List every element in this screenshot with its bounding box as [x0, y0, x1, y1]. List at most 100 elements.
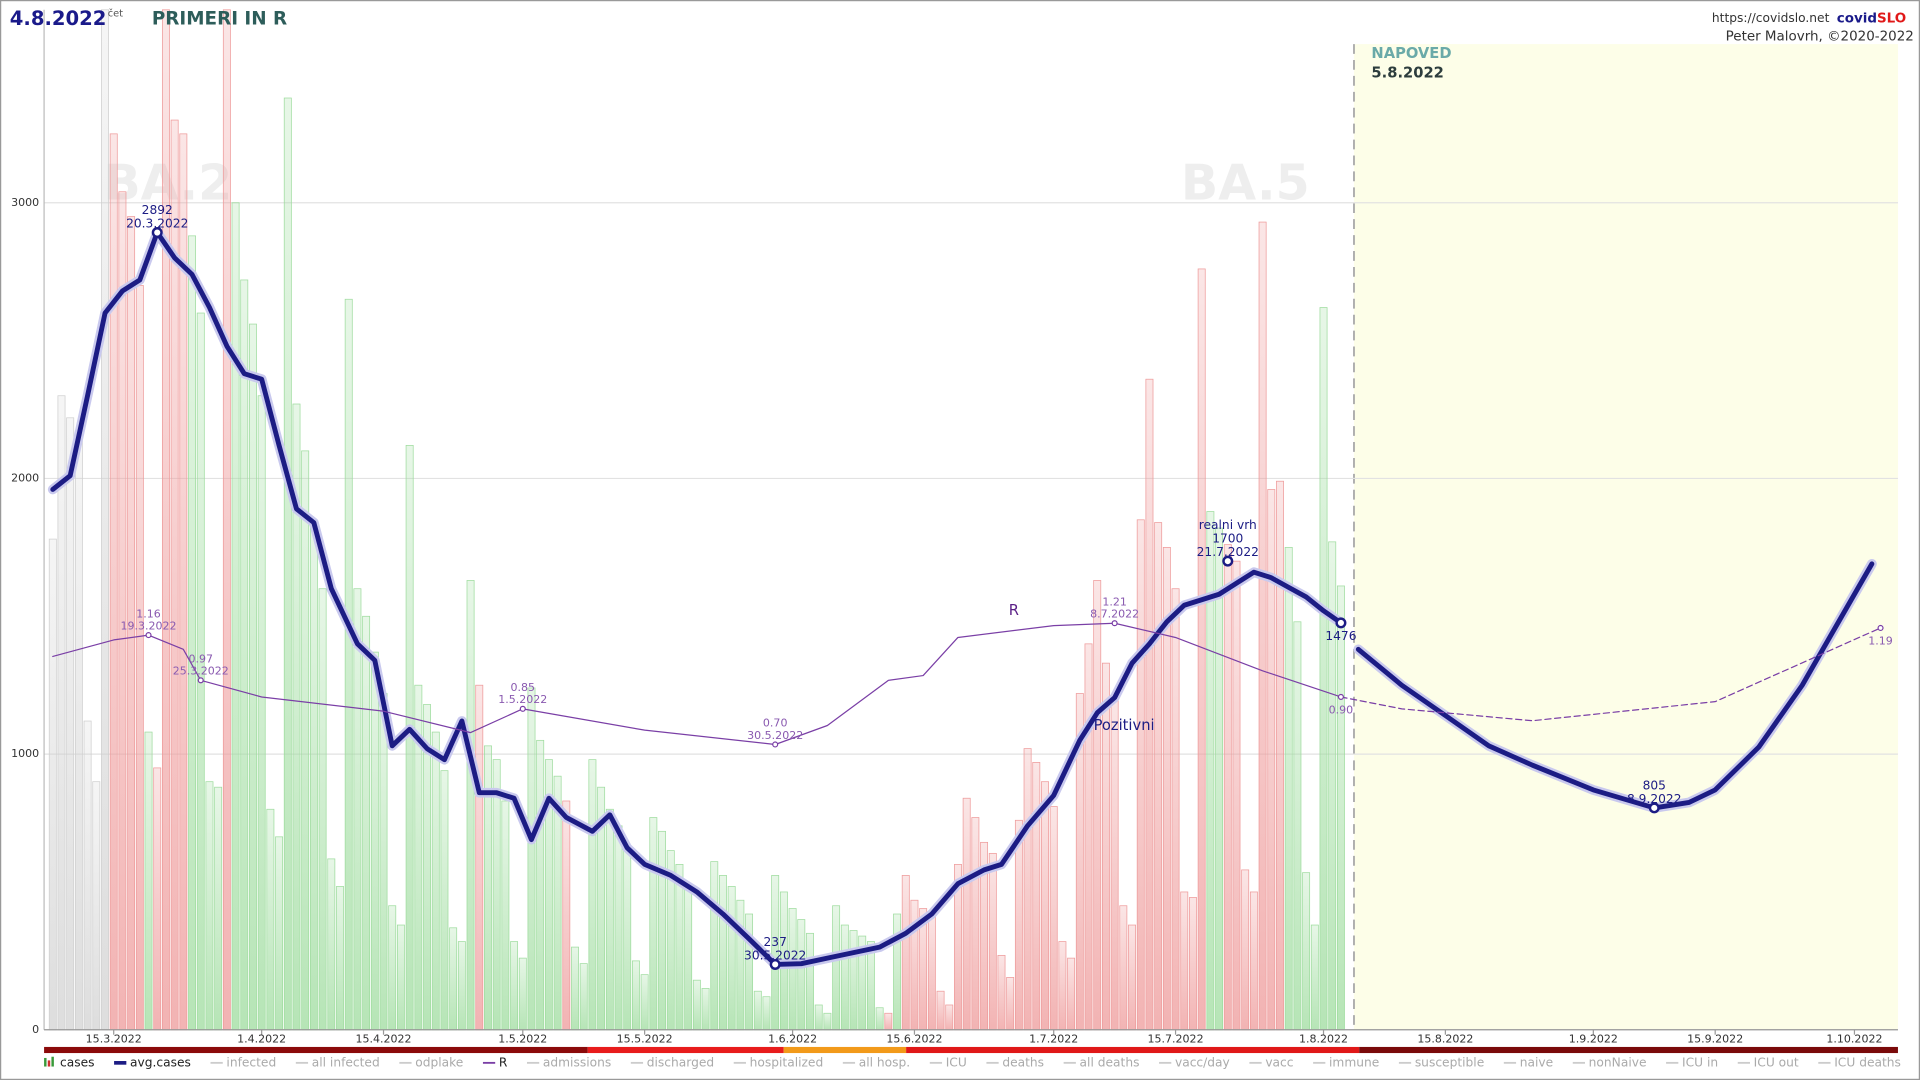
legend-item[interactable]: vacc: [1249, 1055, 1294, 1069]
bar: [571, 946, 579, 1031]
bar: [135, 285, 144, 1031]
bar: [1197, 268, 1206, 1031]
x-tick-label: 1.9.2022: [1569, 1033, 1618, 1046]
bar: [631, 960, 640, 1031]
legend-label[interactable]: deaths: [1002, 1055, 1044, 1069]
bar: [1276, 480, 1284, 1031]
legend-label[interactable]: ICU deaths: [1834, 1055, 1901, 1069]
bar: [161, 9, 170, 1031]
risk-segment: [587, 1046, 784, 1054]
bar: [1154, 522, 1163, 1031]
legend-item[interactable]: susceptible: [1398, 1055, 1484, 1069]
bar: [144, 731, 153, 1031]
legend-label[interactable]: admissions: [543, 1055, 611, 1069]
annotation-label: 1476: [1325, 629, 1356, 643]
bar: [188, 235, 196, 1031]
bar: [379, 693, 388, 1031]
legend-label[interactable]: all deaths: [1080, 1055, 1140, 1069]
author: Peter Malovrh, ©2020-2022: [1726, 30, 1914, 45]
legend-item[interactable]: ICU: [929, 1055, 967, 1069]
legend-label[interactable]: R: [499, 1055, 508, 1069]
annotation-label: 1.19: [1868, 634, 1893, 647]
legend-label[interactable]: ICU: [946, 1055, 967, 1069]
legend-label[interactable]: discharged: [647, 1055, 714, 1069]
annotation-label: 8.9.2022: [1627, 792, 1681, 806]
bar: [936, 990, 945, 1031]
bar: [510, 941, 519, 1031]
x-tick-label: 15.8.2022: [1417, 1033, 1473, 1046]
bar: [849, 930, 858, 1031]
legend-label[interactable]: ICU out: [1754, 1055, 1799, 1069]
weekday: čet: [108, 7, 123, 19]
bar: [283, 97, 292, 1031]
legend-item[interactable]: odplake: [399, 1055, 463, 1069]
legend-item[interactable]: vacc/day: [1159, 1055, 1230, 1069]
legend-label[interactable]: cases: [60, 1055, 95, 1069]
legend-item[interactable]: all deaths: [1063, 1055, 1140, 1069]
bar: [692, 979, 701, 1031]
legend-item[interactable]: nonNaive: [1572, 1055, 1647, 1069]
legend-label[interactable]: nonNaive: [1589, 1055, 1647, 1069]
bar: [222, 9, 231, 1031]
bar: [675, 864, 684, 1031]
legend-label[interactable]: odplake: [415, 1055, 463, 1069]
legend-item[interactable]: all hosp.: [842, 1055, 910, 1069]
title: PRIMERI IN R: [152, 9, 287, 30]
legend-item[interactable]: discharged: [630, 1055, 714, 1069]
bar: [866, 941, 875, 1031]
legend-label[interactable]: infected: [226, 1055, 276, 1069]
avg-point: [151, 227, 163, 239]
legend-label[interactable]: ICU in: [1682, 1055, 1718, 1069]
legend-item[interactable]: R: [482, 1055, 508, 1069]
bar: [266, 808, 275, 1031]
legend-label[interactable]: vacc/day: [1175, 1055, 1230, 1069]
legend-label[interactable]: all hosp.: [859, 1055, 910, 1069]
legend-item[interactable]: immune: [1313, 1055, 1379, 1069]
bar: [492, 759, 501, 1031]
legend-label[interactable]: immune: [1329, 1055, 1379, 1069]
bar: [927, 913, 936, 1031]
bar: [1241, 869, 1250, 1031]
y-tick-label: 1000: [11, 747, 39, 760]
bar: [536, 739, 545, 1031]
bar: [1145, 378, 1154, 1031]
bar: [736, 899, 745, 1031]
legend-item[interactable]: cases: [44, 1055, 95, 1069]
y-tick-label: 2000: [11, 471, 39, 484]
legend-label[interactable]: all infected: [312, 1055, 380, 1069]
legend-item[interactable]: hospitalized: [733, 1055, 824, 1069]
x-tick-label: 15.9.2022: [1687, 1033, 1743, 1046]
legend-label[interactable]: vacc: [1265, 1055, 1293, 1069]
bar: [257, 395, 266, 1031]
bar: [1232, 560, 1241, 1031]
legend-swatch: [51, 1056, 54, 1067]
series-label: Pozitivni: [1094, 717, 1155, 734]
x-tick-label: 1.7.2022: [1029, 1033, 1078, 1046]
legend-item[interactable]: naive: [1503, 1055, 1553, 1069]
legend-label[interactable]: susceptible: [1415, 1055, 1484, 1069]
annotation-label: 1.21: [1102, 595, 1127, 608]
legend-item[interactable]: deaths: [986, 1055, 1044, 1069]
legend-label[interactable]: naive: [1520, 1055, 1553, 1069]
legend-item[interactable]: infected: [210, 1055, 277, 1069]
legend-item[interactable]: admissions: [526, 1055, 611, 1069]
legend-item[interactable]: ICU in: [1666, 1055, 1718, 1069]
x-tick-label: 15.3.2022: [86, 1033, 142, 1046]
bar: [788, 908, 797, 1031]
url[interactable]: https://covidslo.net: [1712, 11, 1830, 25]
bar: [301, 450, 310, 1031]
bar: [640, 974, 649, 1031]
avg-line: [50, 230, 1344, 967]
bar: [370, 651, 379, 1031]
legend-label[interactable]: hospitalized: [750, 1055, 824, 1069]
legend-label[interactable]: avg.cases: [130, 1055, 191, 1069]
x-tick-label: 15.5.2022: [617, 1033, 673, 1046]
legend-item[interactable]: avg.cases: [114, 1055, 191, 1069]
legend-item[interactable]: ICU out: [1737, 1055, 1799, 1069]
legend-item[interactable]: ICU deaths: [1818, 1055, 1901, 1069]
legend-item[interactable]: all infected: [295, 1055, 380, 1069]
bar: [1084, 643, 1093, 1031]
bar: [945, 1004, 954, 1031]
